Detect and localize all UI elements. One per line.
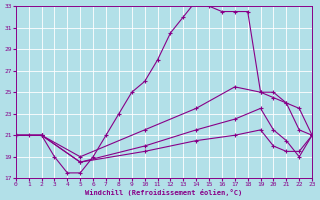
X-axis label: Windchill (Refroidissement éolien,°C): Windchill (Refroidissement éolien,°C) bbox=[85, 189, 243, 196]
